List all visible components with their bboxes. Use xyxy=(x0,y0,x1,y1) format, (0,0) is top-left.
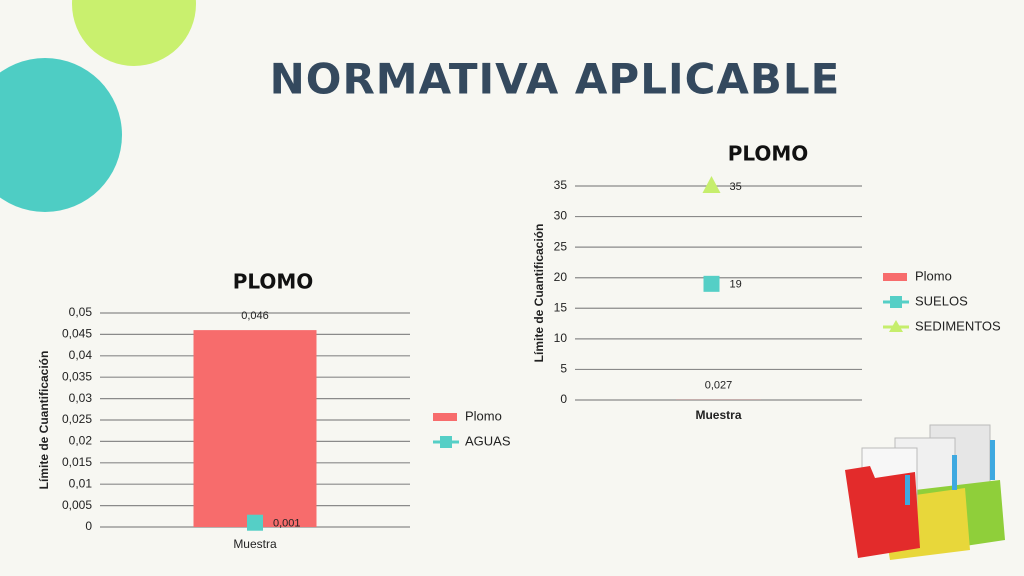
y-tick-label: 20 xyxy=(554,270,568,284)
marker xyxy=(702,176,721,193)
y-tick-label: 0,02 xyxy=(69,434,93,448)
decor-circle xyxy=(0,58,122,212)
y-tick-label: 10 xyxy=(554,331,568,345)
y-tick-label: 0,015 xyxy=(62,455,92,469)
y-tick-label: 5 xyxy=(560,362,567,376)
data-label: 0,001 xyxy=(273,518,301,530)
y-tick-label: 0 xyxy=(85,519,92,533)
y-tick-label: 35 xyxy=(554,178,568,192)
y-tick-label: 0 xyxy=(560,392,567,406)
legend-swatch xyxy=(889,320,903,332)
chart-title: PLOMO xyxy=(728,142,809,166)
legend-label: Plomo xyxy=(915,268,952,283)
legend-label: AGUAS xyxy=(465,433,511,448)
legend-swatch xyxy=(433,413,457,421)
legend-swatch xyxy=(883,273,907,281)
marker xyxy=(703,275,720,292)
y-tick-label: 0,035 xyxy=(62,369,92,383)
legend-swatch xyxy=(890,296,902,308)
y-tick-label: 0,04 xyxy=(69,348,93,362)
slide-title: NORMATIVA APLICABLE xyxy=(270,55,841,104)
y-tick-label: 15 xyxy=(554,300,568,314)
y-tick-label: 0,005 xyxy=(62,498,92,512)
data-label: 0,046 xyxy=(241,310,269,322)
bar xyxy=(193,330,317,527)
legend-label: SEDIMENTOS xyxy=(915,318,1001,333)
x-tick-label: Muestra xyxy=(233,537,277,551)
y-tick-label: 30 xyxy=(554,209,568,223)
data-label: 35 xyxy=(730,181,742,193)
chart-title: PLOMO xyxy=(233,270,314,294)
y-tick-label: 25 xyxy=(554,239,568,253)
y-tick-label: 0,05 xyxy=(69,305,93,319)
decor-circle xyxy=(72,0,196,66)
folder-icon xyxy=(845,424,1005,560)
y-tick-label: 0,025 xyxy=(62,412,92,426)
legend-label: Plomo xyxy=(465,408,502,423)
data-label: 0,027 xyxy=(705,380,733,392)
data-label: 19 xyxy=(730,279,742,291)
y-axis-label: Límite de Cuantificación xyxy=(532,224,546,363)
y-tick-label: 0,01 xyxy=(69,476,93,490)
y-tick-label: 0,045 xyxy=(62,327,92,341)
y-axis-label: Límite de Cuantificación xyxy=(37,351,51,490)
legend-swatch xyxy=(440,436,452,448)
marker xyxy=(247,514,263,531)
y-tick-label: 0,03 xyxy=(69,391,93,405)
legend-label: SUELOS xyxy=(915,293,968,308)
x-tick-label: Muestra xyxy=(695,408,741,422)
